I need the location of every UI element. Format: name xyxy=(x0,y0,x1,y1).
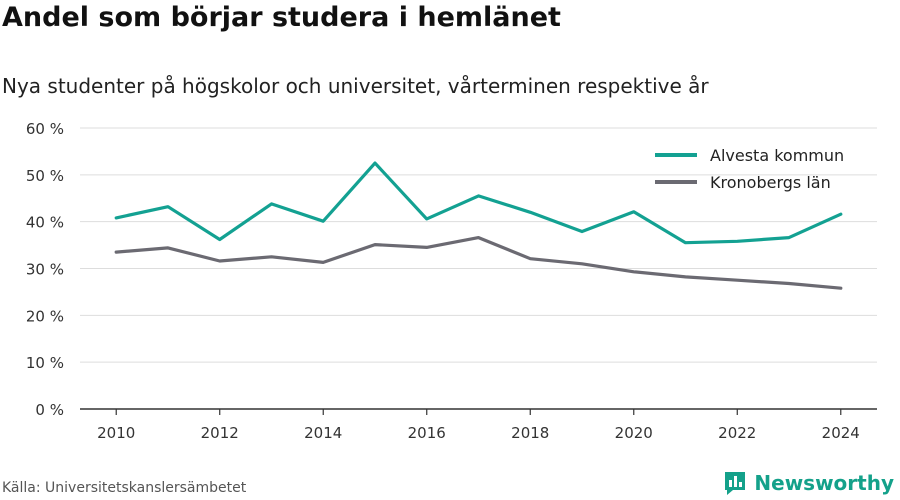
brand-name: Newsworthy xyxy=(754,471,894,495)
legend-label: Kronobergs län xyxy=(710,173,831,192)
series-line-alvesta-kommun xyxy=(114,161,843,245)
x-tick-label: 2020 xyxy=(615,424,653,442)
x-tick-label: 2010 xyxy=(97,424,135,442)
chart-title: Andel som börjar studera i hemlänet xyxy=(2,2,561,33)
y-tick-label: 0 % xyxy=(35,401,64,419)
x-tick-label: 2018 xyxy=(511,424,549,442)
chart-subtitle: Nya studenter på högskolor och universit… xyxy=(2,74,709,98)
x-tick-label: 2012 xyxy=(201,424,239,442)
y-tick-label: 20 % xyxy=(26,307,64,325)
x-tick-label: 2022 xyxy=(718,424,756,442)
x-tick-label: 2016 xyxy=(408,424,446,442)
y-tick-label: 30 % xyxy=(26,261,64,279)
newsworthy-logo-icon xyxy=(725,472,746,495)
source-note: Källa: Universitetskanslersämbetet xyxy=(2,480,247,496)
legend-label: Alvesta kommun xyxy=(710,146,844,165)
x-tick-label: 2024 xyxy=(822,424,860,442)
y-tick-label: 60 % xyxy=(26,120,64,138)
x-tick-label: 2014 xyxy=(304,424,342,442)
y-tick-label: 10 % xyxy=(26,354,64,372)
series-line-kronobergs-lan xyxy=(114,236,843,290)
y-tick-label: 50 % xyxy=(26,167,64,185)
y-tick-label: 40 % xyxy=(26,214,64,232)
brand-logo: Newsworthy xyxy=(723,470,894,496)
